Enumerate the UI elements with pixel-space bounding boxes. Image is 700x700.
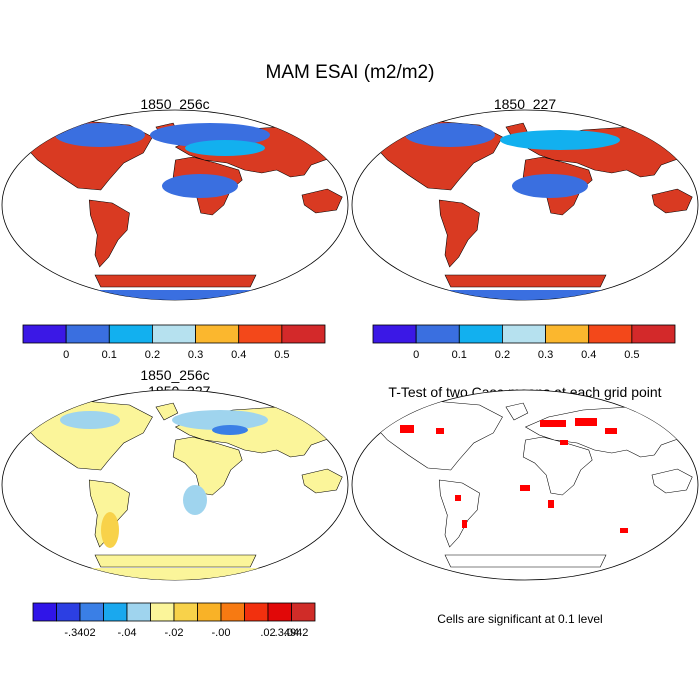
colorbar-case2-tick-label: 0.4 [581,349,596,361]
significant-cell [520,485,530,491]
map-panel-case1 [1,109,349,301]
colorbar-case2-swatch [588,324,633,344]
antarctica-region [60,290,260,300]
colorbar-difference-tick-label: -.3402 [64,627,95,639]
colorbar-difference-swatch [150,602,175,622]
colorbar-difference-tick-label: .02 [260,627,275,639]
colorbar-case1-swatch [281,324,326,344]
difference-region [172,410,268,430]
colorbar-case1-swatch [65,324,110,344]
colorbar-case2-swatch [372,324,417,344]
colorbar-difference: -.3402 -.04 -.02 -.00 .02 .04.34942 [32,602,316,639]
colorbar-case2-swatch [502,324,546,344]
difference-region [60,411,120,429]
map-panel-case2 [351,109,699,301]
significant-cells [400,418,628,533]
panel-title-case1-line1: 1850_256c [140,96,210,112]
colorbar-case1-swatch [195,324,240,344]
sahara-region [162,174,238,198]
colorbar-case2-swatch [458,324,503,344]
colorbar-case2-swatch [631,324,676,344]
significant-cell [436,428,444,434]
colorbar-difference-tick-label: -.04 [118,627,137,639]
colorbar-case2-tick-label: 0.1 [452,349,467,361]
colorbar-difference-tick-label: -.02 [165,627,184,639]
colorbar-difference-swatch [220,602,245,622]
colorbar-difference-tick-label: -.00 [212,627,231,639]
difference-region [101,512,119,548]
colorbar-case1-swatch [152,324,196,344]
colorbar-difference-swatch [173,602,198,622]
significant-cell [540,420,566,427]
colorbar-difference-swatch [126,602,151,622]
colorbar-difference-tick-label: .04 [284,627,299,639]
boreal-region [405,123,495,147]
significant-cell [462,520,467,528]
colorbar-case2-swatch [415,324,460,344]
panel-title-case2-line1: 1850_227 [493,96,557,112]
colorbar-case1-tick-label: 0.5 [274,349,289,361]
sahara-region [512,174,588,198]
boreal-region [500,130,620,150]
boreal-region [185,140,265,156]
colorbar-case1-tick-label: 0.2 [145,349,160,361]
colorbar-difference-swatch [197,602,222,622]
map-panel-difference [1,389,349,581]
colorbar-difference-swatch [267,602,292,622]
difference-region [183,485,207,515]
figure-title: MAM ESAI (m2/m2) [265,62,435,83]
colorbar-case1: 0 0.1 0.2 0.3 0.4 0.5 [22,324,326,361]
map-panel-ttest [351,389,699,581]
significant-cell [548,500,554,508]
colorbar-difference-swatch [32,602,57,622]
colorbar-difference-swatch [56,602,81,622]
colorbar-difference-tick-label: .34942 [275,627,309,639]
colorbar-case1-swatch [238,324,283,344]
antarctica-region [410,290,610,300]
significant-cell [400,425,414,433]
significant-cell [455,495,461,501]
significant-cell [605,428,617,434]
significant-cell [575,418,597,426]
colorbar-case1-swatch [22,324,67,344]
colorbar-difference-swatch [103,602,128,622]
colorbar-case1-swatch [108,324,153,344]
colorbar-difference-swatch [79,602,104,622]
colorbar-case2: 0 0.1 0.2 0.3 0.4 0.5 [372,324,676,361]
significance-note: Cells are significant at 0.1 level [437,612,603,626]
panel-title-difference-line1: 1850_256c [140,367,210,383]
colorbar-case2-tick-label: 0.3 [538,349,553,361]
difference-region [212,425,248,435]
colorbar-case2-swatch [545,324,590,344]
colorbar-difference-swatch [244,602,269,622]
colorbar-case2-tick-label: 0.5 [624,349,639,361]
colorbar-case1-tick-label: 0 [63,349,69,361]
colorbar-difference-swatch [291,602,316,622]
colorbar-case2-tick-label: 0 [413,349,419,361]
colorbar-case2-tick-label: 0.2 [495,349,510,361]
significant-cell [620,528,628,533]
boreal-region [55,123,145,147]
significant-cell [560,440,568,445]
colorbar-case1-tick-label: 0.3 [188,349,203,361]
colorbar-case1-tick-label: 0.4 [231,349,246,361]
colorbar-case1-tick-label: 0.1 [102,349,117,361]
